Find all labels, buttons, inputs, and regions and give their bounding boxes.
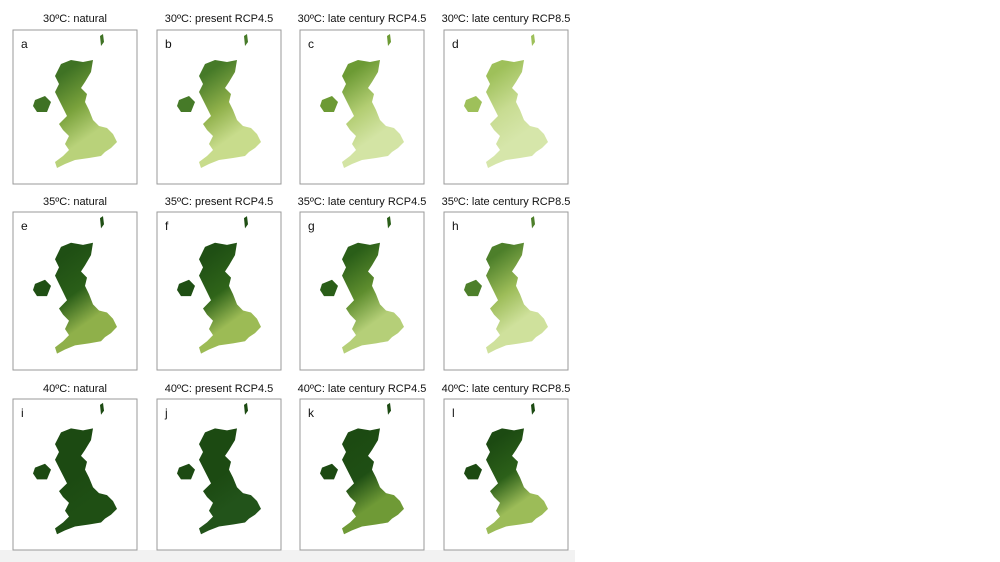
panel-letter: a (21, 37, 28, 51)
great-britain (55, 242, 117, 354)
shetland (387, 402, 391, 415)
map (320, 402, 404, 535)
map (320, 216, 404, 354)
great-britain (199, 60, 261, 168)
panel-title: 30ºC: natural (43, 13, 107, 25)
northern-ireland (320, 463, 338, 480)
great-britain (342, 60, 404, 168)
panel-title: 35ºC: late century RCP4.5 (298, 196, 427, 208)
northern-ireland (320, 279, 338, 297)
shetland (100, 402, 104, 415)
panel-title: 30ºC: present RCP4.5 (165, 13, 274, 25)
northern-ireland (177, 279, 195, 297)
great-britain (199, 242, 261, 354)
northern-ireland (33, 463, 51, 480)
panel-letter: k (308, 406, 315, 420)
map (177, 34, 261, 168)
panel-letter: g (308, 219, 315, 233)
northern-ireland (33, 279, 51, 297)
great-britain (342, 242, 404, 354)
great-britain (199, 428, 261, 535)
shetland (244, 402, 248, 415)
bottom-strip (0, 550, 575, 562)
panel-title: 35ºC: natural (43, 196, 107, 208)
panel-title: 30ºC: late century RCP8.5 (442, 13, 571, 25)
northern-ireland (464, 463, 482, 480)
panel-title: 40ºC: late century RCP4.5 (298, 383, 427, 395)
shetland (531, 34, 535, 46)
panel-title: 35ºC: late century RCP8.5 (442, 196, 571, 208)
map (33, 34, 117, 168)
shetland (244, 34, 248, 46)
map (464, 216, 548, 354)
map (177, 402, 261, 535)
great-britain (55, 60, 117, 168)
map (320, 34, 404, 168)
northern-ireland (320, 96, 338, 112)
great-britain (486, 428, 548, 535)
map (33, 402, 117, 535)
map (464, 34, 548, 168)
shetland (387, 216, 391, 229)
shetland (531, 402, 535, 415)
map (177, 216, 261, 354)
shetland (100, 216, 104, 229)
great-britain (55, 428, 117, 535)
great-britain (342, 428, 404, 535)
map (33, 216, 117, 354)
great-britain (486, 60, 548, 168)
shetland (100, 34, 104, 46)
map (464, 402, 548, 535)
shetland (531, 216, 535, 229)
panel-title: 40ºC: natural (43, 383, 107, 395)
panel-title: 40ºC: present RCP4.5 (165, 383, 274, 395)
northern-ireland (177, 463, 195, 480)
great-britain (486, 242, 548, 354)
shetland (387, 34, 391, 46)
northern-ireland (464, 279, 482, 297)
shetland (244, 216, 248, 229)
panel-letter: e (21, 219, 28, 233)
panel-title: 40ºC: late century RCP8.5 (442, 383, 571, 395)
panel-letter: h (452, 219, 459, 233)
northern-ireland (177, 96, 195, 112)
panel-title: 35ºC: present RCP4.5 (165, 196, 274, 208)
panel-title: 30ºC: late century RCP4.5 (298, 13, 427, 25)
panel-letter: i (21, 406, 24, 420)
panel-letter: c (308, 37, 314, 51)
panel-letter: f (165, 219, 169, 233)
panel-letter: d (452, 37, 459, 51)
panel-letter: l (452, 406, 455, 420)
panel-letter: j (164, 406, 168, 420)
northern-ireland (464, 96, 482, 112)
northern-ireland (33, 96, 51, 112)
panel-letter: b (165, 37, 172, 51)
